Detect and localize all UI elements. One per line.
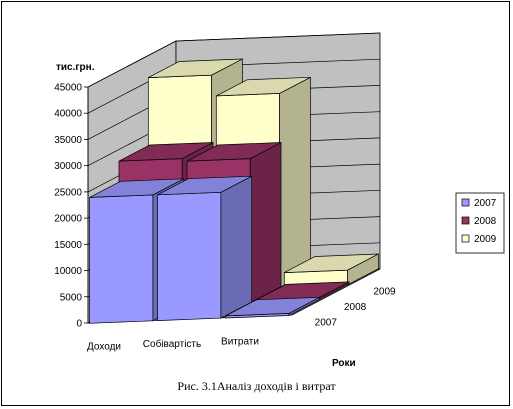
y-tick-label: 40000 [54,109,82,120]
y-tick-label: 15000 [54,240,82,251]
bar-top-face [89,178,184,198]
legend-label: 2009 [474,234,497,245]
bar-top-face [216,76,311,97]
bars [89,58,379,324]
bar-side-face [279,76,311,289]
depth-axis-title: Роки [332,358,356,369]
legend-label: 2008 [474,216,497,227]
legend-swatch [461,198,470,207]
bar-side-face [249,141,282,304]
bar-top-face [186,142,282,162]
y-axis-ticks: 0 5000 10000 15000 20000 25000 30000 35000 40000… [54,83,89,330]
x-tick-label: Доходи [87,342,121,353]
bar-side-face [220,175,253,319]
bar-front-face [157,191,222,321]
x-tick-label: Витрати [221,336,259,347]
y-tick-label: 30000 [54,161,82,172]
depth-tick-label: 2008 [344,302,367,313]
x-tick-label: Собівартість [143,338,201,350]
y-tick-label: 5000 [60,292,83,303]
y-tick-label: 20000 [54,214,82,225]
legend-label: 2007 [474,198,497,209]
bar-front-face [89,194,154,324]
gridline [87,32,381,88]
bar-top-face [284,253,379,273]
bar-top-face [225,296,320,317]
legend: 2007 2008 2009 [455,192,505,254]
x-axis-labels: Доходи Собівартість Витрати [87,336,259,352]
legend-swatch [461,234,470,243]
y-tick-label: 35000 [54,135,82,146]
y-tick-label: 25000 [54,187,82,198]
figure-caption: Рис. 3.1Аналіз доходів і витрат [177,379,336,393]
depth-axis-labels: 2007 2008 2009 [315,287,396,329]
bar-top-face [118,142,214,162]
legend-swatch [461,216,470,225]
bar-2007-1 [157,175,253,321]
bar-top-face [157,175,252,196]
y-tick-label: 0 [76,319,82,330]
y-tick-label: 10000 [54,266,82,277]
bar-2007-2 [225,296,321,319]
bar-top-face [148,58,243,78]
depth-tick-label: 2007 [315,317,338,328]
y-axis-title: тис.грн. [56,62,95,73]
y-tick-label: 45000 [54,83,82,94]
depth-tick-label: 2009 [373,287,396,298]
